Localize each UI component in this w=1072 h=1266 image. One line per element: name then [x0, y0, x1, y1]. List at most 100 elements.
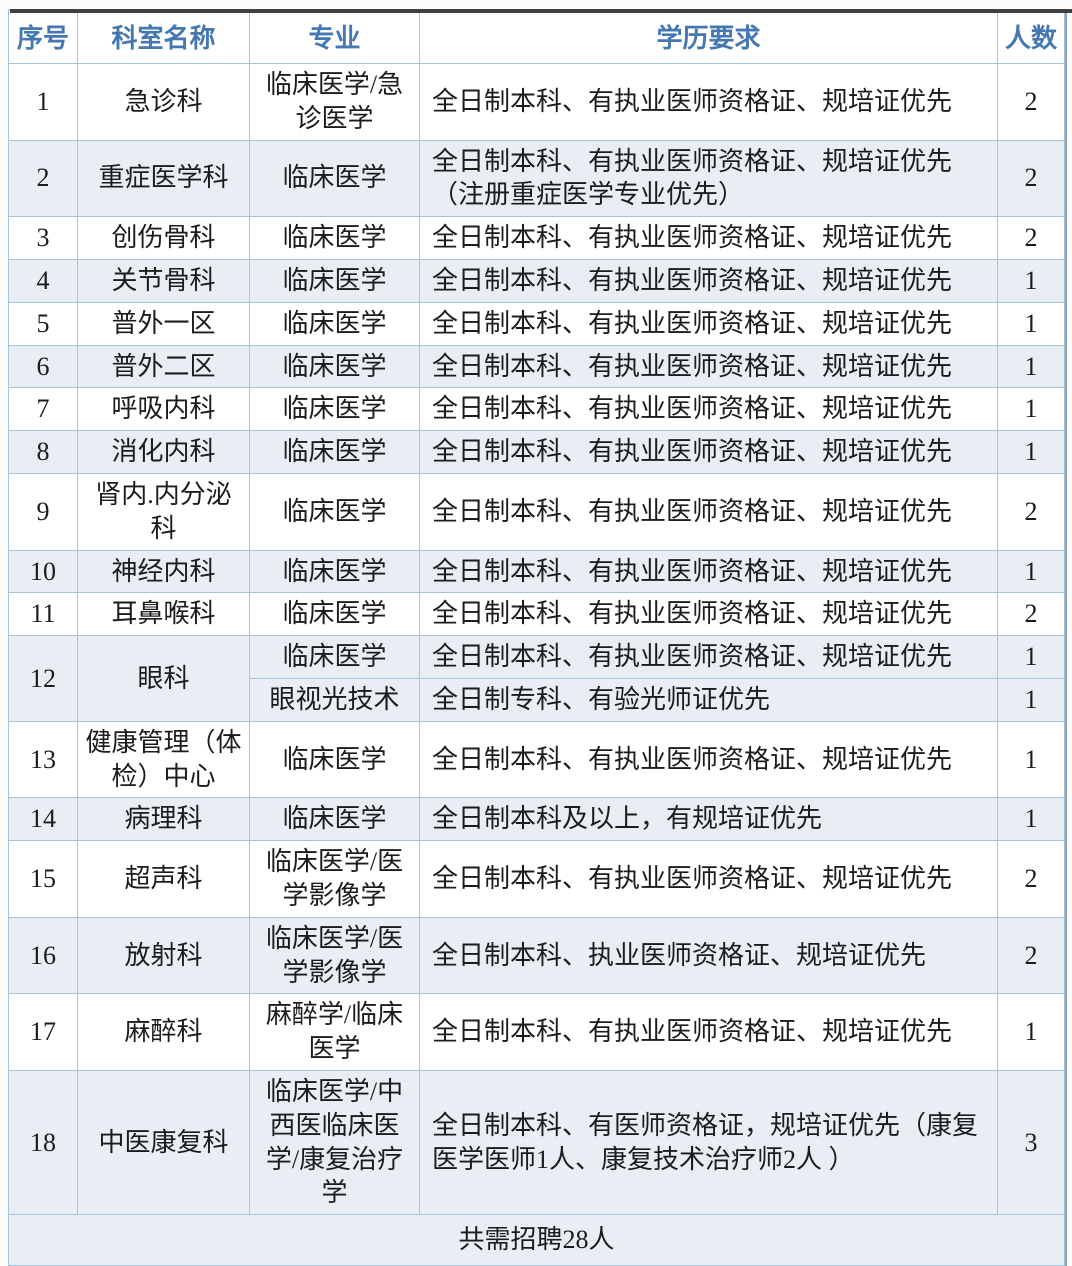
count-cell: 1	[997, 549, 1065, 594]
row-no-cell: 1	[8, 63, 78, 141]
major-cell: 临床医学	[249, 387, 420, 432]
requirement-cell: 全日制本科、有执业医师资格证、规培证优先	[419, 592, 998, 637]
count-cell: 1	[997, 720, 1065, 799]
col-header-count: 人数	[997, 9, 1065, 64]
count-cell: 1	[997, 258, 1065, 303]
major-cell: 临床医学	[249, 258, 420, 303]
dept-cell: 中医康复科	[77, 1069, 250, 1216]
table-row: 3 创伤骨科 临床医学 全日制本科、有执业医师资格证、规培证优先 2	[8, 216, 1065, 260]
col-header-no: 序号	[8, 9, 78, 64]
table-row: 18 中医康复科 临床医学/中西医临床医学/康复治疗学 全日制本科、有医师资格证…	[8, 1069, 1065, 1216]
recruitment-table: 序号 科室名称 专业 学历要求 人数 1 急诊科 临床医学/急诊医学 全日制本科…	[8, 9, 1065, 1266]
major-cell: 临床医学	[249, 592, 420, 637]
major-cell: 临床医学	[249, 472, 420, 551]
dept-cell: 超声科	[77, 840, 250, 918]
dept-cell: 急诊科	[77, 63, 250, 141]
table-row: 16 放射科 临床医学/医学影像学 全日制本科、执业医师资格证、规培证优先 2	[8, 916, 1065, 995]
count-cell: 2	[997, 840, 1065, 918]
count-cell: 2	[997, 139, 1065, 218]
count-cell: 2	[997, 63, 1065, 141]
table-row: 眼视光技术 全日制专科、有验光师证优先 1	[9, 677, 1065, 722]
count-cell: 1	[997, 797, 1065, 842]
row-no-cell: 2	[8, 139, 78, 218]
table-row: 10 神经内科 临床医学 全日制本科、有执业医师资格证、规培证优先 1	[8, 549, 1065, 594]
dept-cell: 神经内科	[77, 549, 250, 594]
dept-cell: 重症医学科	[77, 139, 250, 218]
row-no-cell: 4	[8, 258, 78, 303]
major-cell: 临床医学	[249, 301, 420, 346]
requirement-cell: 全日制本科、有执业医师资格证、规培证优先	[419, 720, 998, 799]
requirement-cell: 全日制本科、有执业医师资格证、规培证优先	[419, 344, 998, 389]
major-cell: 临床医学	[249, 635, 420, 679]
total-recruitment-cell: 共需招聘28人	[8, 1214, 1065, 1266]
row-no-cell: 9	[8, 472, 78, 551]
dept-cell: 创伤骨科	[77, 216, 250, 260]
count-cell: 1	[997, 387, 1065, 432]
dept-cell: 普外一区	[77, 301, 250, 346]
table-row: 1 急诊科 临床医学/急诊医学 全日制本科、有执业医师资格证、规培证优先 2	[8, 63, 1065, 141]
major-cell: 临床医学	[249, 139, 420, 218]
col-header-requirement: 学历要求	[419, 9, 998, 64]
table-row: 8 消化内科 临床医学 全日制本科、有执业医师资格证、规培证优先 1	[8, 430, 1065, 474]
table-row: 12 眼科 临床医学 全日制本科、有执业医师资格证、规培证优先 1	[8, 635, 1065, 722]
row-no-cell: 15	[8, 840, 78, 918]
top-edge-line	[10, 9, 1072, 13]
table-row: 4 关节骨科 临床医学 全日制本科、有执业医师资格证、规培证优先 1	[8, 258, 1065, 303]
major-cell: 临床医学/中西医临床医学/康复治疗学	[249, 1069, 420, 1216]
row-no-cell: 13	[8, 720, 78, 799]
count-cell: 1	[997, 993, 1065, 1071]
table-row: 15 超声科 临床医学/医学影像学 全日制本科、有执业医师资格证、规培证优先 2	[8, 840, 1065, 918]
requirement-cell: 全日制本科、有执业医师资格证、规培证优先	[419, 430, 998, 474]
requirement-cell: 全日制本科、有执业医师资格证、规培证优先	[419, 993, 998, 1071]
table-row: 5 普外一区 临床医学 全日制本科、有执业医师资格证、规培证优先 1	[8, 301, 1065, 346]
requirement-cell: 全日制本科、有医师资格证，规培证优先（康复医学医师1人、康复技术治疗师2人 ）	[419, 1069, 998, 1216]
count-cell: 2	[997, 216, 1065, 260]
dept-cell: 眼科	[77, 635, 250, 722]
major-cell: 眼视光技术	[249, 677, 420, 722]
count-cell: 2	[997, 916, 1065, 995]
col-header-dept: 科室名称	[77, 9, 250, 64]
table-row: 11 耳鼻喉科 临床医学 全日制本科、有执业医师资格证、规培证优先 2	[8, 592, 1065, 637]
header-row: 序号 科室名称 专业 学历要求 人数	[8, 9, 1065, 64]
requirement-cell: 全日制本科、有执业医师资格证、规培证优先	[419, 840, 998, 918]
dept-cell: 普外二区	[77, 344, 250, 389]
major-cell: 临床医学	[249, 430, 420, 474]
count-cell: 1	[997, 301, 1065, 346]
requirement-cell: 全日制本科、有执业医师资格证、规培证优先	[419, 216, 998, 260]
dept-cell: 病理科	[77, 797, 250, 842]
requirement-cell: 全日制本科、有执业医师资格证、规培证优先	[419, 258, 998, 303]
major-cell: 麻醉学/临床医学	[249, 993, 420, 1071]
requirement-cell: 全日制本科及以上，有规培证优先	[419, 797, 998, 842]
table-row: 13 健康管理（体检）中心 临床医学 全日制本科、有执业医师资格证、规培证优先 …	[8, 720, 1065, 799]
footer-row: 共需招聘28人	[8, 1214, 1065, 1266]
major-cell: 临床医学	[249, 797, 420, 842]
major-cell: 临床医学/医学影像学	[249, 916, 420, 995]
dept-cell: 呼吸内科	[77, 387, 250, 432]
row-no-cell: 17	[8, 993, 78, 1071]
requirement-cell: 全日制本科、有执业医师资格证、规培证优先	[419, 549, 998, 594]
dept-cell: 消化内科	[77, 430, 250, 474]
dept-cell: 麻醉科	[77, 993, 250, 1071]
dept-cell: 关节骨科	[77, 258, 250, 303]
dept-cell: 放射科	[77, 916, 250, 995]
table-row: 14 病理科 临床医学 全日制本科及以上，有规培证优先 1	[8, 797, 1065, 842]
row-no-cell: 5	[8, 301, 78, 346]
table-row: 7 呼吸内科 临床医学 全日制本科、有执业医师资格证、规培证优先 1	[8, 387, 1065, 432]
requirement-cell: 全日制本科、有执业医师资格证、规培证优先	[419, 472, 998, 551]
count-cell: 1	[997, 635, 1065, 679]
count-cell: 1	[997, 677, 1065, 722]
major-cell: 临床医学/急诊医学	[249, 63, 420, 141]
row-no-cell: 3	[8, 216, 78, 260]
requirement-cell: 全日制本科、有执业医师资格证、规培证优先	[419, 635, 998, 679]
requirement-cell: 全日制本科、有执业医师资格证、规培证优先	[419, 301, 998, 346]
major-cell: 临床医学	[249, 344, 420, 389]
count-cell: 1	[997, 344, 1065, 389]
row-no-cell: 10	[8, 549, 78, 594]
table-row: 17 麻醉科 麻醉学/临床医学 全日制本科、有执业医师资格证、规培证优先 1	[8, 993, 1065, 1071]
dept-cell: 肾内.内分泌科	[77, 472, 250, 551]
requirement-cell: 全日制本科、有执业医师资格证、规培证优先	[419, 387, 998, 432]
count-cell: 3	[997, 1069, 1065, 1216]
count-cell: 1	[997, 430, 1065, 474]
table-row: 2 重症医学科 临床医学 全日制本科、有执业医师资格证、规培证优先（注册重症医学…	[8, 139, 1065, 218]
requirement-cell: 全日制本科、有执业医师资格证、规培证优先（注册重症医学专业优先）	[419, 139, 998, 218]
